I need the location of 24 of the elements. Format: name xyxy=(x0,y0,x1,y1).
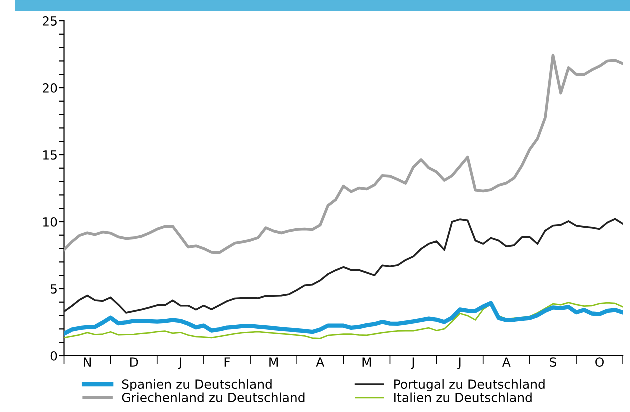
legend-label: Portugal zu Deutschland xyxy=(394,379,545,392)
x-tick-label: D xyxy=(130,358,138,367)
y-tick-label: 20 xyxy=(43,83,58,93)
y-tick-label: 15 xyxy=(43,150,57,160)
x-tick-label: J xyxy=(411,358,414,370)
x-tick-label: N xyxy=(84,358,91,367)
legend-label: Griechenland zu Deutschland xyxy=(122,392,305,402)
x-tick-label: M xyxy=(362,358,372,367)
y-tick-label: 10 xyxy=(43,217,58,227)
y-tick-label: 25 xyxy=(43,16,57,26)
x-tick-label: J xyxy=(178,358,182,370)
x-tick-label: F xyxy=(224,358,230,367)
y-tick-label: 5 xyxy=(51,284,57,294)
legend-label: Spanien zu Deutschland xyxy=(122,379,272,392)
x-tick-label: J xyxy=(458,358,461,370)
x-tick-label: O xyxy=(596,358,604,368)
line-series xyxy=(64,54,624,254)
y-tick-label: 0 xyxy=(50,351,58,361)
x-tick-label: A xyxy=(502,358,511,367)
x-tick-label: M xyxy=(270,358,278,367)
line-series xyxy=(64,218,624,314)
x-tick-label: S xyxy=(550,358,556,368)
x-tick-label: A xyxy=(316,358,325,367)
legend-label: Italien zu Deutschland xyxy=(394,392,532,402)
